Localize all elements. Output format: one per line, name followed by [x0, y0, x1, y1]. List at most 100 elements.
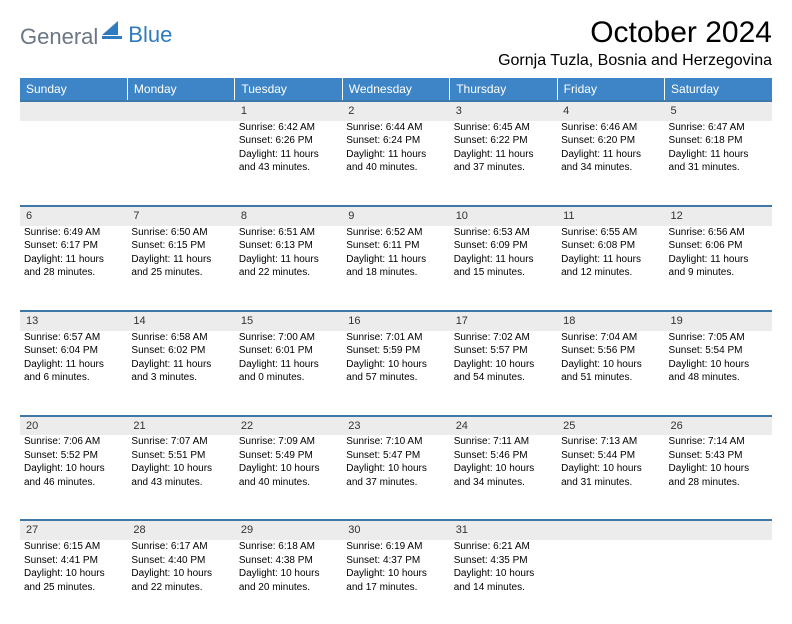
month-title: October 2024 [498, 16, 772, 50]
day-number: 7 [127, 206, 234, 226]
daylight-text-2: and 25 minutes. [24, 581, 123, 595]
daylight-text-2: and 43 minutes. [239, 161, 338, 175]
daynum-row: 13141516171819 [20, 311, 772, 331]
sunset-text: Sunset: 6:06 PM [669, 239, 768, 253]
sunset-text: Sunset: 4:40 PM [131, 554, 230, 568]
daylight-text-1: Daylight: 11 hours [131, 253, 230, 267]
daylight-text-1: Daylight: 11 hours [346, 148, 445, 162]
sunrise-text: Sunrise: 6:19 AM [346, 540, 445, 554]
day-number: 6 [20, 206, 127, 226]
day-header: Monday [127, 78, 234, 101]
daylight-text-2: and 43 minutes. [131, 476, 230, 490]
day-cell: Sunrise: 6:55 AMSunset: 6:08 PMDaylight:… [557, 226, 664, 311]
sunset-text: Sunset: 4:35 PM [454, 554, 553, 568]
sunrise-text: Sunrise: 7:07 AM [131, 435, 230, 449]
daylight-text-2: and 40 minutes. [239, 476, 338, 490]
day-number: 5 [665, 101, 772, 121]
week-row: Sunrise: 6:49 AMSunset: 6:17 PMDaylight:… [20, 226, 772, 311]
day-number [20, 101, 127, 121]
daylight-text-1: Daylight: 10 hours [24, 462, 123, 476]
daylight-text-2: and 46 minutes. [24, 476, 123, 490]
daylight-text-2: and 31 minutes. [669, 161, 768, 175]
day-cell: Sunrise: 6:51 AMSunset: 6:13 PMDaylight:… [235, 226, 342, 311]
brand-logo: General Blue [20, 16, 172, 50]
daylight-text-1: Daylight: 10 hours [346, 567, 445, 581]
day-cell: Sunrise: 7:04 AMSunset: 5:56 PMDaylight:… [557, 331, 664, 416]
day-number [557, 520, 664, 540]
day-cell: Sunrise: 6:56 AMSunset: 6:06 PMDaylight:… [665, 226, 772, 311]
daylight-text-1: Daylight: 10 hours [239, 462, 338, 476]
sunset-text: Sunset: 5:57 PM [454, 344, 553, 358]
sunrise-text: Sunrise: 7:13 AM [561, 435, 660, 449]
sunset-text: Sunset: 5:47 PM [346, 449, 445, 463]
brand-part2: Blue [128, 22, 172, 48]
day-number: 8 [235, 206, 342, 226]
sunrise-text: Sunrise: 6:52 AM [346, 226, 445, 240]
daylight-text-1: Daylight: 11 hours [454, 148, 553, 162]
sunrise-text: Sunrise: 6:51 AM [239, 226, 338, 240]
location-label: Gornja Tuzla, Bosnia and Herzegovina [498, 52, 772, 70]
sunrise-text: Sunrise: 7:00 AM [239, 331, 338, 345]
daylight-text-2: and 48 minutes. [669, 371, 768, 385]
sunset-text: Sunset: 6:26 PM [239, 134, 338, 148]
day-cell: Sunrise: 6:50 AMSunset: 6:15 PMDaylight:… [127, 226, 234, 311]
sunrise-text: Sunrise: 7:01 AM [346, 331, 445, 345]
daylight-text-1: Daylight: 10 hours [239, 567, 338, 581]
calendar-page: General Blue October 2024 Gornja Tuzla, … [0, 0, 792, 624]
daylight-text-2: and 54 minutes. [454, 371, 553, 385]
day-number: 30 [342, 520, 449, 540]
daylight-text-2: and 9 minutes. [669, 266, 768, 280]
day-number: 11 [557, 206, 664, 226]
daylight-text-1: Daylight: 11 hours [561, 253, 660, 267]
day-cell: Sunrise: 6:45 AMSunset: 6:22 PMDaylight:… [450, 121, 557, 206]
sunset-text: Sunset: 5:46 PM [454, 449, 553, 463]
daylight-text-1: Daylight: 11 hours [669, 148, 768, 162]
daylight-text-2: and 34 minutes. [454, 476, 553, 490]
day-header: Wednesday [342, 78, 449, 101]
day-cell: Sunrise: 6:46 AMSunset: 6:20 PMDaylight:… [557, 121, 664, 206]
day-number: 31 [450, 520, 557, 540]
daylight-text-1: Daylight: 11 hours [561, 148, 660, 162]
day-number: 26 [665, 416, 772, 436]
sunrise-text: Sunrise: 7:06 AM [24, 435, 123, 449]
day-cell: Sunrise: 6:21 AMSunset: 4:35 PMDaylight:… [450, 540, 557, 624]
day-cell [20, 121, 127, 206]
day-number: 10 [450, 206, 557, 226]
daylight-text-2: and 22 minutes. [239, 266, 338, 280]
sunset-text: Sunset: 6:15 PM [131, 239, 230, 253]
sunset-text: Sunset: 5:51 PM [131, 449, 230, 463]
day-number: 14 [127, 311, 234, 331]
sunrise-text: Sunrise: 6:55 AM [561, 226, 660, 240]
sunset-text: Sunset: 6:18 PM [669, 134, 768, 148]
title-block: October 2024 Gornja Tuzla, Bosnia and He… [498, 16, 772, 70]
daylight-text-1: Daylight: 10 hours [561, 358, 660, 372]
sunrise-text: Sunrise: 7:05 AM [669, 331, 768, 345]
daylight-text-1: Daylight: 10 hours [561, 462, 660, 476]
calendar-body: 12345Sunrise: 6:42 AMSunset: 6:26 PMDayl… [20, 101, 772, 624]
day-number [127, 101, 234, 121]
day-cell: Sunrise: 6:42 AMSunset: 6:26 PMDaylight:… [235, 121, 342, 206]
sunset-text: Sunset: 6:20 PM [561, 134, 660, 148]
day-cell: Sunrise: 6:44 AMSunset: 6:24 PMDaylight:… [342, 121, 449, 206]
day-number: 25 [557, 416, 664, 436]
day-cell [665, 540, 772, 624]
sunset-text: Sunset: 4:38 PM [239, 554, 338, 568]
day-number: 21 [127, 416, 234, 436]
sunset-text: Sunset: 5:56 PM [561, 344, 660, 358]
sunset-text: Sunset: 6:24 PM [346, 134, 445, 148]
day-header-row: Sunday Monday Tuesday Wednesday Thursday… [20, 78, 772, 101]
daylight-text-2: and 28 minutes. [669, 476, 768, 490]
sunrise-text: Sunrise: 6:45 AM [454, 121, 553, 135]
sunrise-text: Sunrise: 6:50 AM [131, 226, 230, 240]
sunrise-text: Sunrise: 7:14 AM [669, 435, 768, 449]
day-cell: Sunrise: 7:07 AMSunset: 5:51 PMDaylight:… [127, 435, 234, 520]
day-cell: Sunrise: 7:00 AMSunset: 6:01 PMDaylight:… [235, 331, 342, 416]
day-header: Sunday [20, 78, 127, 101]
sunset-text: Sunset: 5:44 PM [561, 449, 660, 463]
daylight-text-1: Daylight: 10 hours [131, 567, 230, 581]
week-row: Sunrise: 6:15 AMSunset: 4:41 PMDaylight:… [20, 540, 772, 624]
sunrise-text: Sunrise: 7:10 AM [346, 435, 445, 449]
day-cell: Sunrise: 6:58 AMSunset: 6:02 PMDaylight:… [127, 331, 234, 416]
day-cell: Sunrise: 6:52 AMSunset: 6:11 PMDaylight:… [342, 226, 449, 311]
sunset-text: Sunset: 5:43 PM [669, 449, 768, 463]
